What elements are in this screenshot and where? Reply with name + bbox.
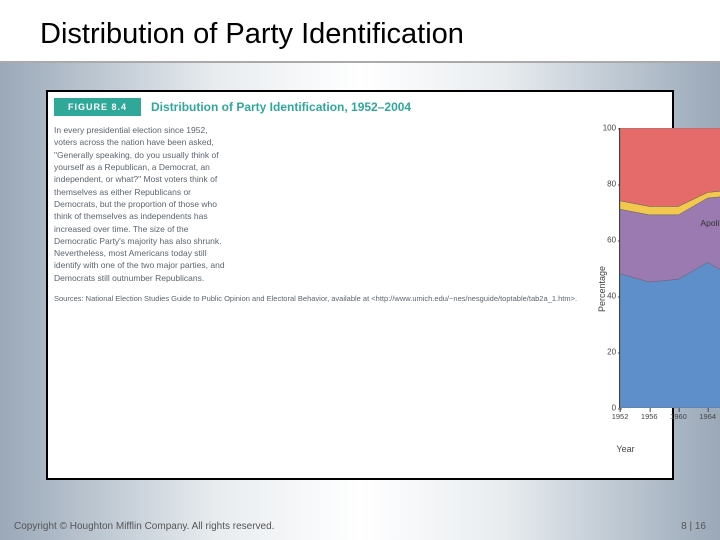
figure-source: Sources: National Election Studies Guide… — [54, 294, 577, 305]
figure-header: FIGURE 8.4 Distribution of Party Identif… — [48, 92, 672, 120]
x-tick: 1960 — [670, 412, 687, 421]
series-democrats — [620, 262, 720, 408]
y-tick: 80 — [594, 180, 616, 189]
plot-area: 0204060801001952195619601964196819721976… — [619, 128, 720, 408]
figure-description: In every presidential election since 195… — [54, 124, 226, 284]
y-axis-label: Percentage — [597, 266, 607, 312]
x-tick: 1952 — [612, 412, 629, 421]
figure-title: Distribution of Party Identification, 19… — [151, 100, 411, 114]
figure-container: FIGURE 8.4 Distribution of Party Identif… — [46, 90, 674, 480]
x-axis-label: Year — [585, 444, 666, 454]
page-number: 8 | 16 — [681, 521, 706, 532]
figure-body: In every presidential election since 195… — [48, 120, 672, 460]
area-chart-svg — [620, 128, 720, 408]
y-tick: 60 — [594, 236, 616, 245]
y-tick: 40 — [594, 292, 616, 301]
y-tick: 20 — [594, 348, 616, 357]
x-tick: 1964 — [699, 412, 716, 421]
y-tick: 100 — [594, 124, 616, 133]
x-tick: 1956 — [641, 412, 658, 421]
figure-description-col: In every presidential election since 195… — [54, 124, 577, 454]
series-label-apolitical: Apolitical — [700, 218, 720, 228]
figure-badge: FIGURE 8.4 — [54, 98, 141, 116]
slide-footer: Copyright © Houghton Mifflin Company. Al… — [14, 521, 706, 532]
page-title: Distribution of Party Identification — [0, 0, 720, 63]
chart: Percentage 02040608010019521956196019641… — [585, 124, 666, 454]
copyright-text: Copyright © Houghton Mifflin Company. Al… — [14, 521, 274, 532]
